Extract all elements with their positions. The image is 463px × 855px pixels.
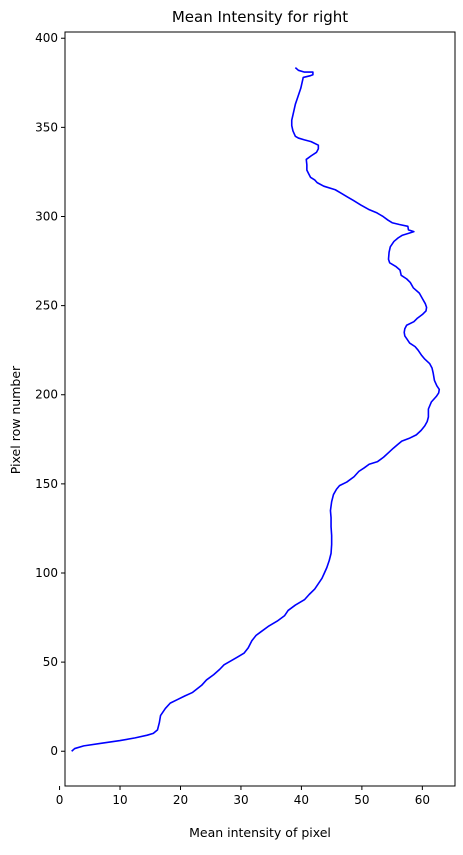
plot-area [64, 31, 456, 787]
x-axis-ticks: 0 10 20 30 40 50 60 [56, 786, 430, 807]
series-line-0 [71, 67, 441, 752]
y-tick-label: 50 [43, 655, 58, 669]
y-tick-label: 100 [35, 566, 58, 580]
x-tick-label: 0 [56, 793, 64, 807]
y-axis-label: Pixel row number [8, 365, 23, 474]
y-tick-label: 250 [35, 299, 58, 313]
x-tick-label: 10 [112, 793, 127, 807]
chart-title: Mean Intensity for right [172, 8, 348, 26]
x-tick-label: 50 [354, 793, 369, 807]
plot-frame [64, 31, 456, 787]
y-tick-label: 200 [35, 388, 58, 402]
y-tick-label: 0 [50, 744, 58, 758]
y-axis-ticks: 0 50 100 150 200 250 300 350 400 [35, 31, 65, 758]
x-tick-label: 40 [294, 793, 309, 807]
x-axis-label: Mean intensity of pixel [189, 825, 331, 840]
y-tick-label: 300 [35, 209, 58, 223]
y-tick-label: 400 [35, 31, 58, 45]
x-tick-label: 60 [415, 793, 430, 807]
x-tick-label: 20 [173, 793, 188, 807]
y-tick-label: 350 [35, 120, 58, 134]
x-tick-label: 30 [233, 793, 248, 807]
y-tick-label: 150 [35, 477, 58, 491]
